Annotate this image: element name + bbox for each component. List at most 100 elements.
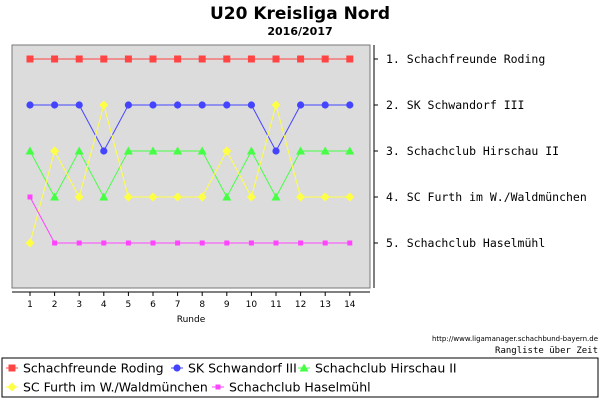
data-point — [222, 192, 232, 201]
x-tick-label: 3 — [76, 300, 82, 310]
x-tick-label: 7 — [175, 300, 181, 310]
data-point — [247, 55, 255, 63]
data-point — [321, 101, 329, 109]
data-point — [124, 101, 132, 109]
series — [25, 146, 355, 201]
legend-label: Schachclub Haselmühl — [229, 380, 371, 395]
data-point — [26, 55, 34, 63]
legend-marker — [173, 364, 181, 372]
x-tick-label: 5 — [126, 300, 132, 310]
x-tick-label: 14 — [344, 300, 356, 310]
chart-caption: Rangliste über Zeit — [495, 346, 598, 356]
data-point — [27, 194, 33, 200]
series — [25, 100, 355, 248]
data-point — [149, 55, 157, 63]
data-point — [298, 240, 304, 246]
series — [26, 55, 354, 63]
chart-subtitle: 2016/2017 — [267, 25, 332, 38]
data-point — [347, 240, 353, 246]
x-tick-label: 6 — [150, 300, 156, 310]
data-point — [247, 101, 255, 109]
series-line — [29, 196, 350, 244]
data-point — [198, 101, 206, 109]
data-point — [223, 101, 231, 109]
data-point — [52, 240, 58, 246]
data-point — [346, 55, 354, 63]
data-point — [246, 146, 256, 155]
legend-marker — [299, 363, 309, 372]
data-point — [272, 147, 280, 155]
data-point — [199, 240, 205, 246]
data-point — [223, 55, 231, 63]
data-point — [346, 101, 354, 109]
legend-label: SK Schwandorf III — [188, 361, 297, 376]
legend-entry: Schachclub Hirschau II — [298, 361, 457, 376]
rank-label: 2. SK Schwandorf III — [386, 98, 524, 112]
data-point — [198, 55, 206, 63]
data-point — [173, 192, 183, 202]
x-tick-label: 10 — [246, 300, 258, 310]
legend-entry: SC Furth im W./Waldmünchen — [6, 380, 208, 395]
data-point — [76, 240, 82, 246]
rank-label: 5. Schachclub Haselmühl — [386, 236, 545, 250]
chart-title: U20 Kreisliga Nord — [210, 4, 390, 24]
data-point — [297, 101, 305, 109]
series-layer — [25, 55, 355, 248]
x-tick-label: 1 — [27, 300, 33, 310]
data-point — [50, 192, 60, 201]
x-tick-label: 8 — [199, 300, 205, 310]
rank-label: 1. Schachfreunde Roding — [386, 52, 545, 66]
series-line — [29, 149, 350, 199]
data-point — [25, 238, 35, 248]
legend-label: Schachclub Hirschau II — [315, 361, 457, 376]
rank-label: 3. Schachclub Hirschau II — [386, 144, 559, 158]
data-point — [322, 240, 328, 246]
series — [26, 101, 354, 155]
data-point — [25, 146, 35, 155]
legend: Schachfreunde Roding SK Schwandorf III Sch… — [6, 361, 457, 395]
data-point — [246, 192, 256, 202]
legend-label: SC Furth im W./Waldmünchen — [23, 380, 208, 395]
data-point — [297, 55, 305, 63]
legend-marker — [7, 382, 17, 392]
data-point — [149, 101, 157, 109]
data-point — [173, 146, 183, 155]
data-point — [74, 192, 84, 202]
data-point — [123, 192, 133, 202]
data-point — [271, 192, 281, 201]
x-tick-label: 12 — [295, 300, 306, 310]
data-point — [345, 192, 355, 202]
x-ticks: 1 2 3 4 5 6 7 8 9 10 11 12 13 14 — [27, 292, 356, 310]
data-point — [100, 147, 108, 155]
legend-entry: Schachclub Haselmühl — [212, 380, 371, 395]
data-point — [101, 240, 107, 246]
legend-marker — [215, 384, 221, 390]
x-tick-label: 9 — [224, 300, 230, 310]
data-point — [74, 146, 84, 155]
data-point — [271, 100, 281, 110]
data-point — [222, 146, 232, 156]
data-point — [99, 100, 109, 110]
series — [27, 194, 353, 246]
x-tick-label: 11 — [270, 300, 281, 310]
data-point — [50, 146, 60, 156]
data-point — [99, 192, 109, 201]
data-point — [296, 192, 306, 202]
data-point — [197, 146, 207, 155]
source-url: http://www.ligamanager.schachbund-bayern… — [432, 335, 598, 343]
legend-entry: Schachfreunde Roding — [6, 361, 164, 376]
legend-box — [1, 357, 599, 398]
data-point — [296, 146, 306, 155]
data-point — [26, 101, 34, 109]
data-point — [248, 240, 254, 246]
data-point — [174, 101, 182, 109]
data-point — [224, 240, 230, 246]
legend-label: Schachfreunde Roding — [23, 361, 164, 376]
data-point — [125, 240, 131, 246]
plot-area — [11, 44, 371, 289]
data-point — [150, 240, 156, 246]
series-line — [30, 104, 350, 153]
right-axis-labels: 1. Schachfreunde Roding 2. SK Schwandorf … — [374, 52, 587, 250]
data-point — [75, 55, 83, 63]
